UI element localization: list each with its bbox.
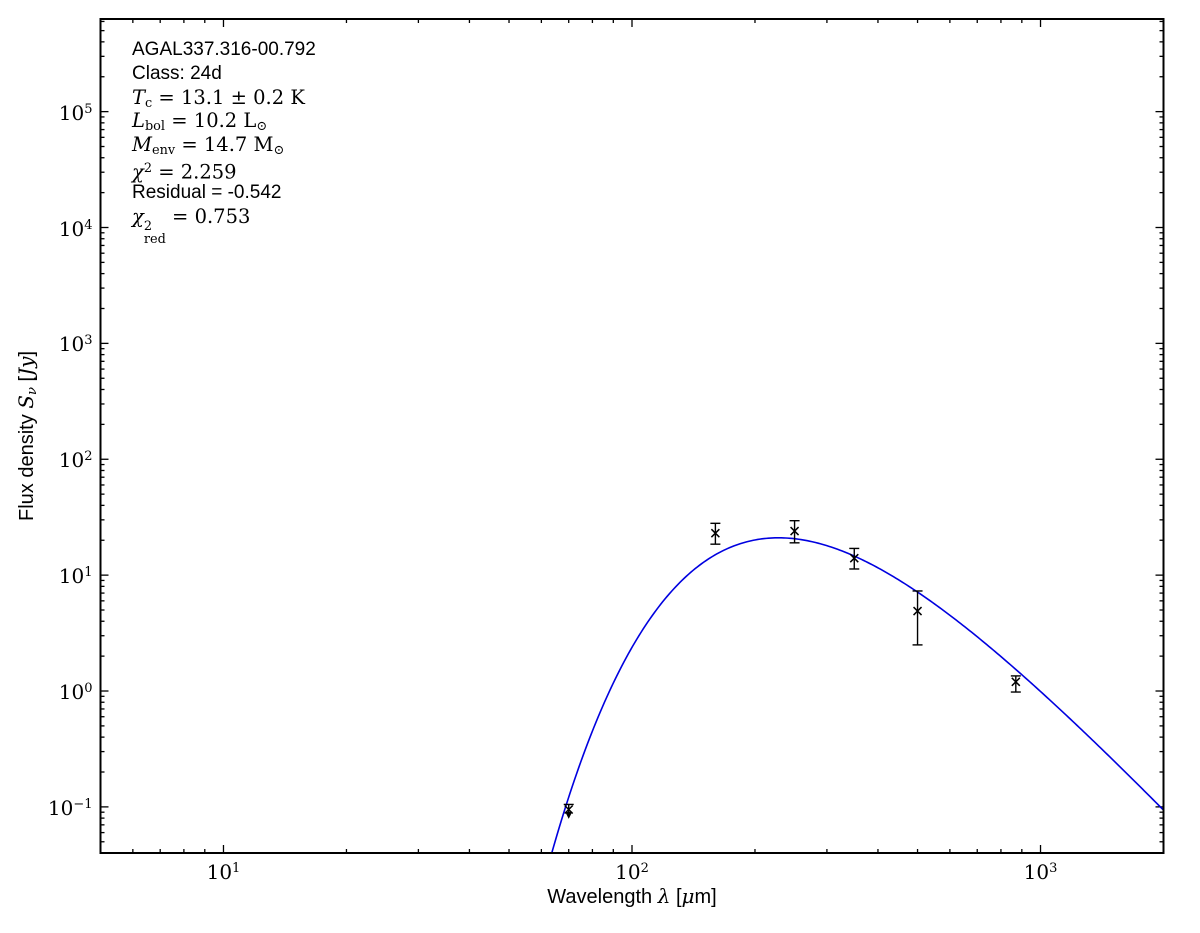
data-point-marker: [913, 606, 923, 616]
data-point-marker: [710, 528, 720, 538]
fit-annotation-line: AGAL337.316-00.792: [132, 38, 316, 62]
text-segment: ]: [16, 350, 39, 357]
y-tick-label: 104: [58, 216, 93, 241]
text-segment: = 10.2 L: [165, 109, 257, 133]
y-tick-label: 10−1: [47, 795, 93, 820]
text-segment: 2: [143, 160, 153, 176]
text-segment: m]: [694, 886, 717, 908]
sup-sub-stack: 2 red: [143, 218, 166, 247]
fit-annotation-line: Class: 24d: [132, 62, 316, 86]
text-segment: Wavelength: [547, 886, 658, 908]
text-segment: T: [132, 85, 146, 109]
text-segment: = 13.1 ± 0.2 K: [152, 85, 305, 109]
fit-annotation-line: Menv = 14.7 M⊙: [132, 133, 316, 159]
text-segment: bol: [144, 119, 166, 135]
upper-limit-arrow: [565, 811, 573, 819]
text-segment: Class: 24d: [132, 62, 222, 84]
text-segment: = 14.7 M: [175, 133, 274, 157]
x-tick-label: 101: [206, 860, 241, 884]
fit-annotation-block: AGAL337.316-00.792 Class: 24d Tc = 13.1 ± …: [132, 38, 316, 246]
text-segment: ⊙: [256, 119, 268, 135]
text-segment: ν: [24, 387, 40, 396]
text-segment: Flux density: [16, 408, 39, 522]
text-segment: [: [16, 375, 39, 388]
text-segment: χ: [132, 204, 144, 228]
text-segment: Jy: [14, 356, 39, 376]
text-segment: env: [151, 143, 176, 159]
text-segment: Residual = -0.542: [132, 181, 282, 203]
text-segment: c: [145, 95, 153, 111]
y-tick-label: 102: [58, 448, 93, 473]
text-segment: = 0.753: [165, 204, 251, 228]
text-segment: λ: [657, 884, 671, 908]
fit-annotation-line: Tc = 13.1 ± 0.2 K: [132, 85, 316, 111]
x-tick-label: 102: [615, 860, 649, 884]
data-point-marker: [849, 553, 859, 563]
y-tick-label: 101: [58, 564, 93, 589]
text-segment: [: [670, 886, 682, 908]
text-segment: S: [14, 395, 39, 409]
data-point-marker: [790, 526, 800, 536]
data-point-marker: [564, 804, 574, 814]
text-segment: L: [132, 109, 145, 133]
y-axis-title: Flux density Sν [Jy]: [14, 351, 40, 521]
fit-annotation-line: χ2 = 2.259: [132, 157, 316, 184]
fit-annotation-line: Lbol = 10.2 L⊙: [132, 109, 316, 135]
y-tick-label: 103: [58, 332, 93, 357]
x-tick-label: 103: [1023, 860, 1058, 884]
text-segment: μ: [681, 884, 695, 908]
data-point-marker: [1011, 677, 1021, 687]
y-tick-label: 105: [58, 100, 93, 125]
plot-frame: [99, 18, 1165, 854]
text-segment: M: [132, 133, 152, 157]
fit-annotation-line: χ 2 red = 0.753: [132, 204, 316, 246]
text-segment: χ: [132, 160, 144, 184]
model-greybody-curve: [550, 537, 1164, 853]
y-tick-label: 100: [58, 680, 93, 704]
text-segment: = 2.259: [152, 160, 237, 184]
text-segment: ⊙: [273, 143, 285, 159]
x-axis-title: Wavelength λ [μm]: [547, 884, 716, 909]
text-segment: AGAL337.316-00.792: [132, 39, 316, 60]
fit-annotation-line: Residual = -0.542: [132, 181, 316, 205]
